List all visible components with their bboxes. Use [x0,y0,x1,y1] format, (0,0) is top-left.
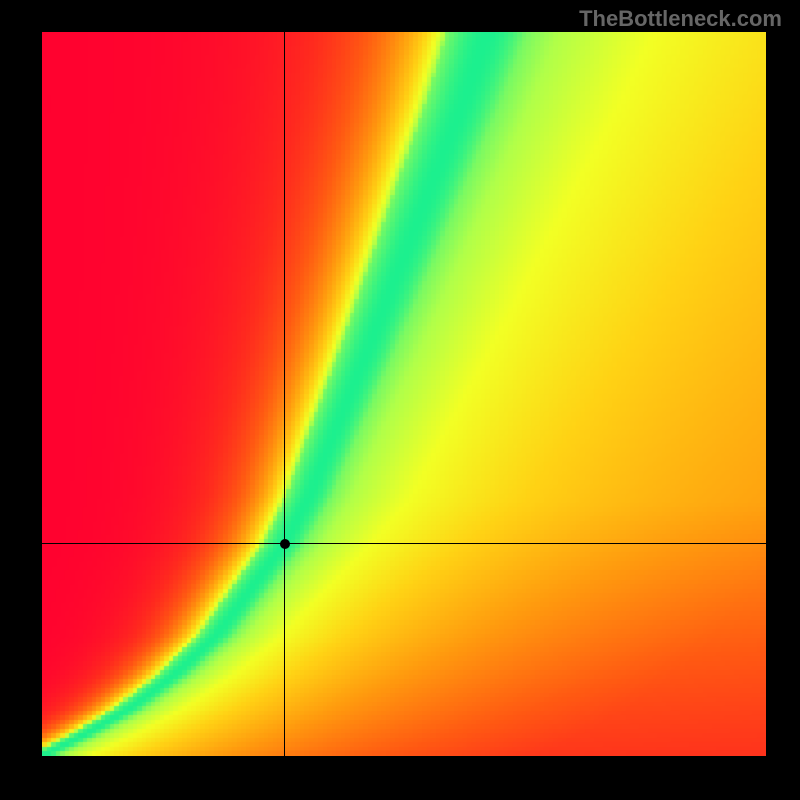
bottleneck-heatmap-canvas [42,32,766,756]
chart-container: TheBottleneck.com [0,0,800,800]
watermark: TheBottleneck.com [579,6,782,32]
